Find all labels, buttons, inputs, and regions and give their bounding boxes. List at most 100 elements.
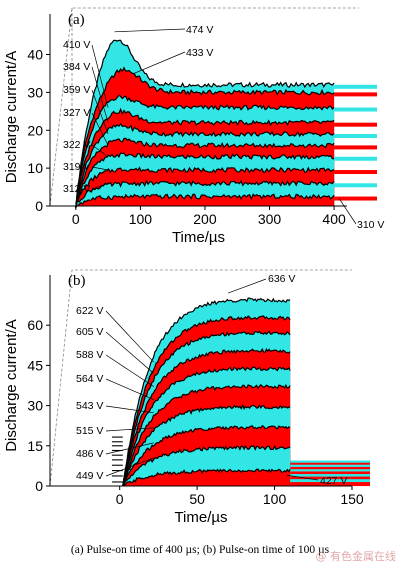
series-label: 486 V [76, 448, 103, 460]
y-tick-label: 30 [27, 398, 43, 414]
series-label: 474 V [186, 24, 213, 36]
series-label: 310 V [357, 219, 384, 231]
figure-caption: (a) Pulse-on time of 400 µs; (b) Pulse-o… [71, 544, 330, 556]
perspective-frame [49, 7, 359, 207]
x-tick-label: 0 [72, 211, 80, 227]
series-label: 427 V [320, 475, 347, 487]
series-label: 410 V [63, 39, 90, 51]
series-label: 636 V [268, 273, 295, 285]
series-label: 564 V [76, 373, 103, 385]
label-leader [91, 89, 109, 135]
series-label: 449 V [76, 470, 103, 482]
series-line [75, 179, 335, 207]
x-tick-label: 150 [340, 491, 364, 507]
series-line [122, 347, 291, 487]
label-leader [105, 405, 154, 414]
y-tick-label: 10 [27, 160, 43, 176]
x-tick-label: 100 [263, 491, 287, 507]
series-label: 605 V [76, 326, 103, 338]
x-axis-label: Time/µs [172, 229, 225, 246]
label-leader [338, 198, 357, 225]
series-label: 359 V [63, 84, 90, 96]
series-line [122, 297, 291, 487]
x-tick-label: 300 [258, 211, 282, 227]
series-label: 515 V [76, 425, 103, 437]
label-leader [114, 28, 186, 33]
series-line [122, 330, 291, 487]
series-tail [334, 170, 377, 175]
series-tail [334, 92, 377, 97]
series-tail [334, 196, 377, 201]
series-line [75, 107, 335, 208]
x-tick-label: 50 [189, 491, 205, 507]
series-tail [290, 469, 370, 474]
series-tail [334, 156, 377, 161]
label-leader [91, 166, 109, 171]
x-tick-label: 400 [322, 211, 346, 227]
label-leader [105, 457, 154, 477]
label-leader [91, 182, 109, 190]
y-axis-label: Discharge current/A [3, 319, 20, 452]
series-area [122, 469, 291, 486]
series-line [75, 137, 335, 209]
series-label: 384 V [63, 61, 90, 73]
series-line [75, 166, 335, 208]
chart-panel-b: 0 50 100 150 0 15 30 45 60 Time/µs Discharge curre… [3, 269, 370, 526]
perspective-frame [49, 269, 352, 487]
series-label: 622 V [76, 305, 103, 317]
series-tail [290, 479, 370, 484]
y-axis-label: Discharge current/A [3, 51, 20, 184]
x-axis-label: Time/µs [174, 509, 227, 526]
panel-tag: (b) [68, 273, 86, 289]
series-tail [290, 482, 370, 487]
series-line [75, 94, 335, 209]
y-tick-label: 45 [27, 357, 43, 373]
x-tick-label: 100 [129, 211, 153, 227]
series-line [75, 122, 335, 208]
series-line [75, 66, 335, 208]
series-line [122, 366, 291, 487]
y-tick-label: 20 [27, 122, 43, 138]
label-leader [91, 112, 109, 146]
label-leader [286, 474, 319, 481]
label-leader [105, 427, 154, 432]
series-tail [334, 84, 377, 89]
series-line [122, 403, 291, 487]
y-tick-label: 15 [27, 438, 43, 454]
series-tail [290, 464, 370, 469]
series-line [75, 152, 335, 204]
x-tick-label: 200 [193, 211, 217, 227]
label-leader [91, 44, 109, 108]
series-line [75, 39, 335, 209]
series-tail [334, 134, 377, 139]
series-tail [290, 476, 370, 481]
series-tail [334, 145, 377, 150]
series-label: 433 V [186, 47, 213, 59]
y-tick-label: 40 [27, 47, 43, 63]
y-tick-label: 0 [35, 198, 43, 214]
series-line [122, 315, 291, 486]
x-tick-label: 0 [116, 491, 124, 507]
y-tick-label: 0 [35, 478, 43, 494]
panel-tag: (a) [68, 12, 85, 28]
series-label: 312 V [63, 183, 90, 195]
series-line [122, 468, 291, 487]
watermark: @ 有色金属在线 [316, 549, 397, 563]
label-leader [105, 331, 154, 374]
series-tail [334, 107, 377, 112]
series-tail [334, 183, 377, 188]
label-leader [91, 144, 109, 158]
label-leader [105, 310, 155, 363]
series-label: 322 V [63, 139, 90, 151]
series-tail [334, 122, 377, 127]
series-label: 319 V [63, 161, 90, 173]
label-leader [227, 278, 267, 294]
label-leader [133, 51, 186, 74]
series-tail [290, 460, 370, 465]
label-leader [105, 354, 154, 387]
series-tail [290, 471, 370, 476]
series-tail [290, 466, 370, 471]
series-label: 588 V [76, 349, 103, 361]
chart-panel-a: 0 100 200 300 400 0 10 20 30 40 Time/µs Discharge c… [3, 7, 384, 246]
series-line [122, 383, 291, 487]
